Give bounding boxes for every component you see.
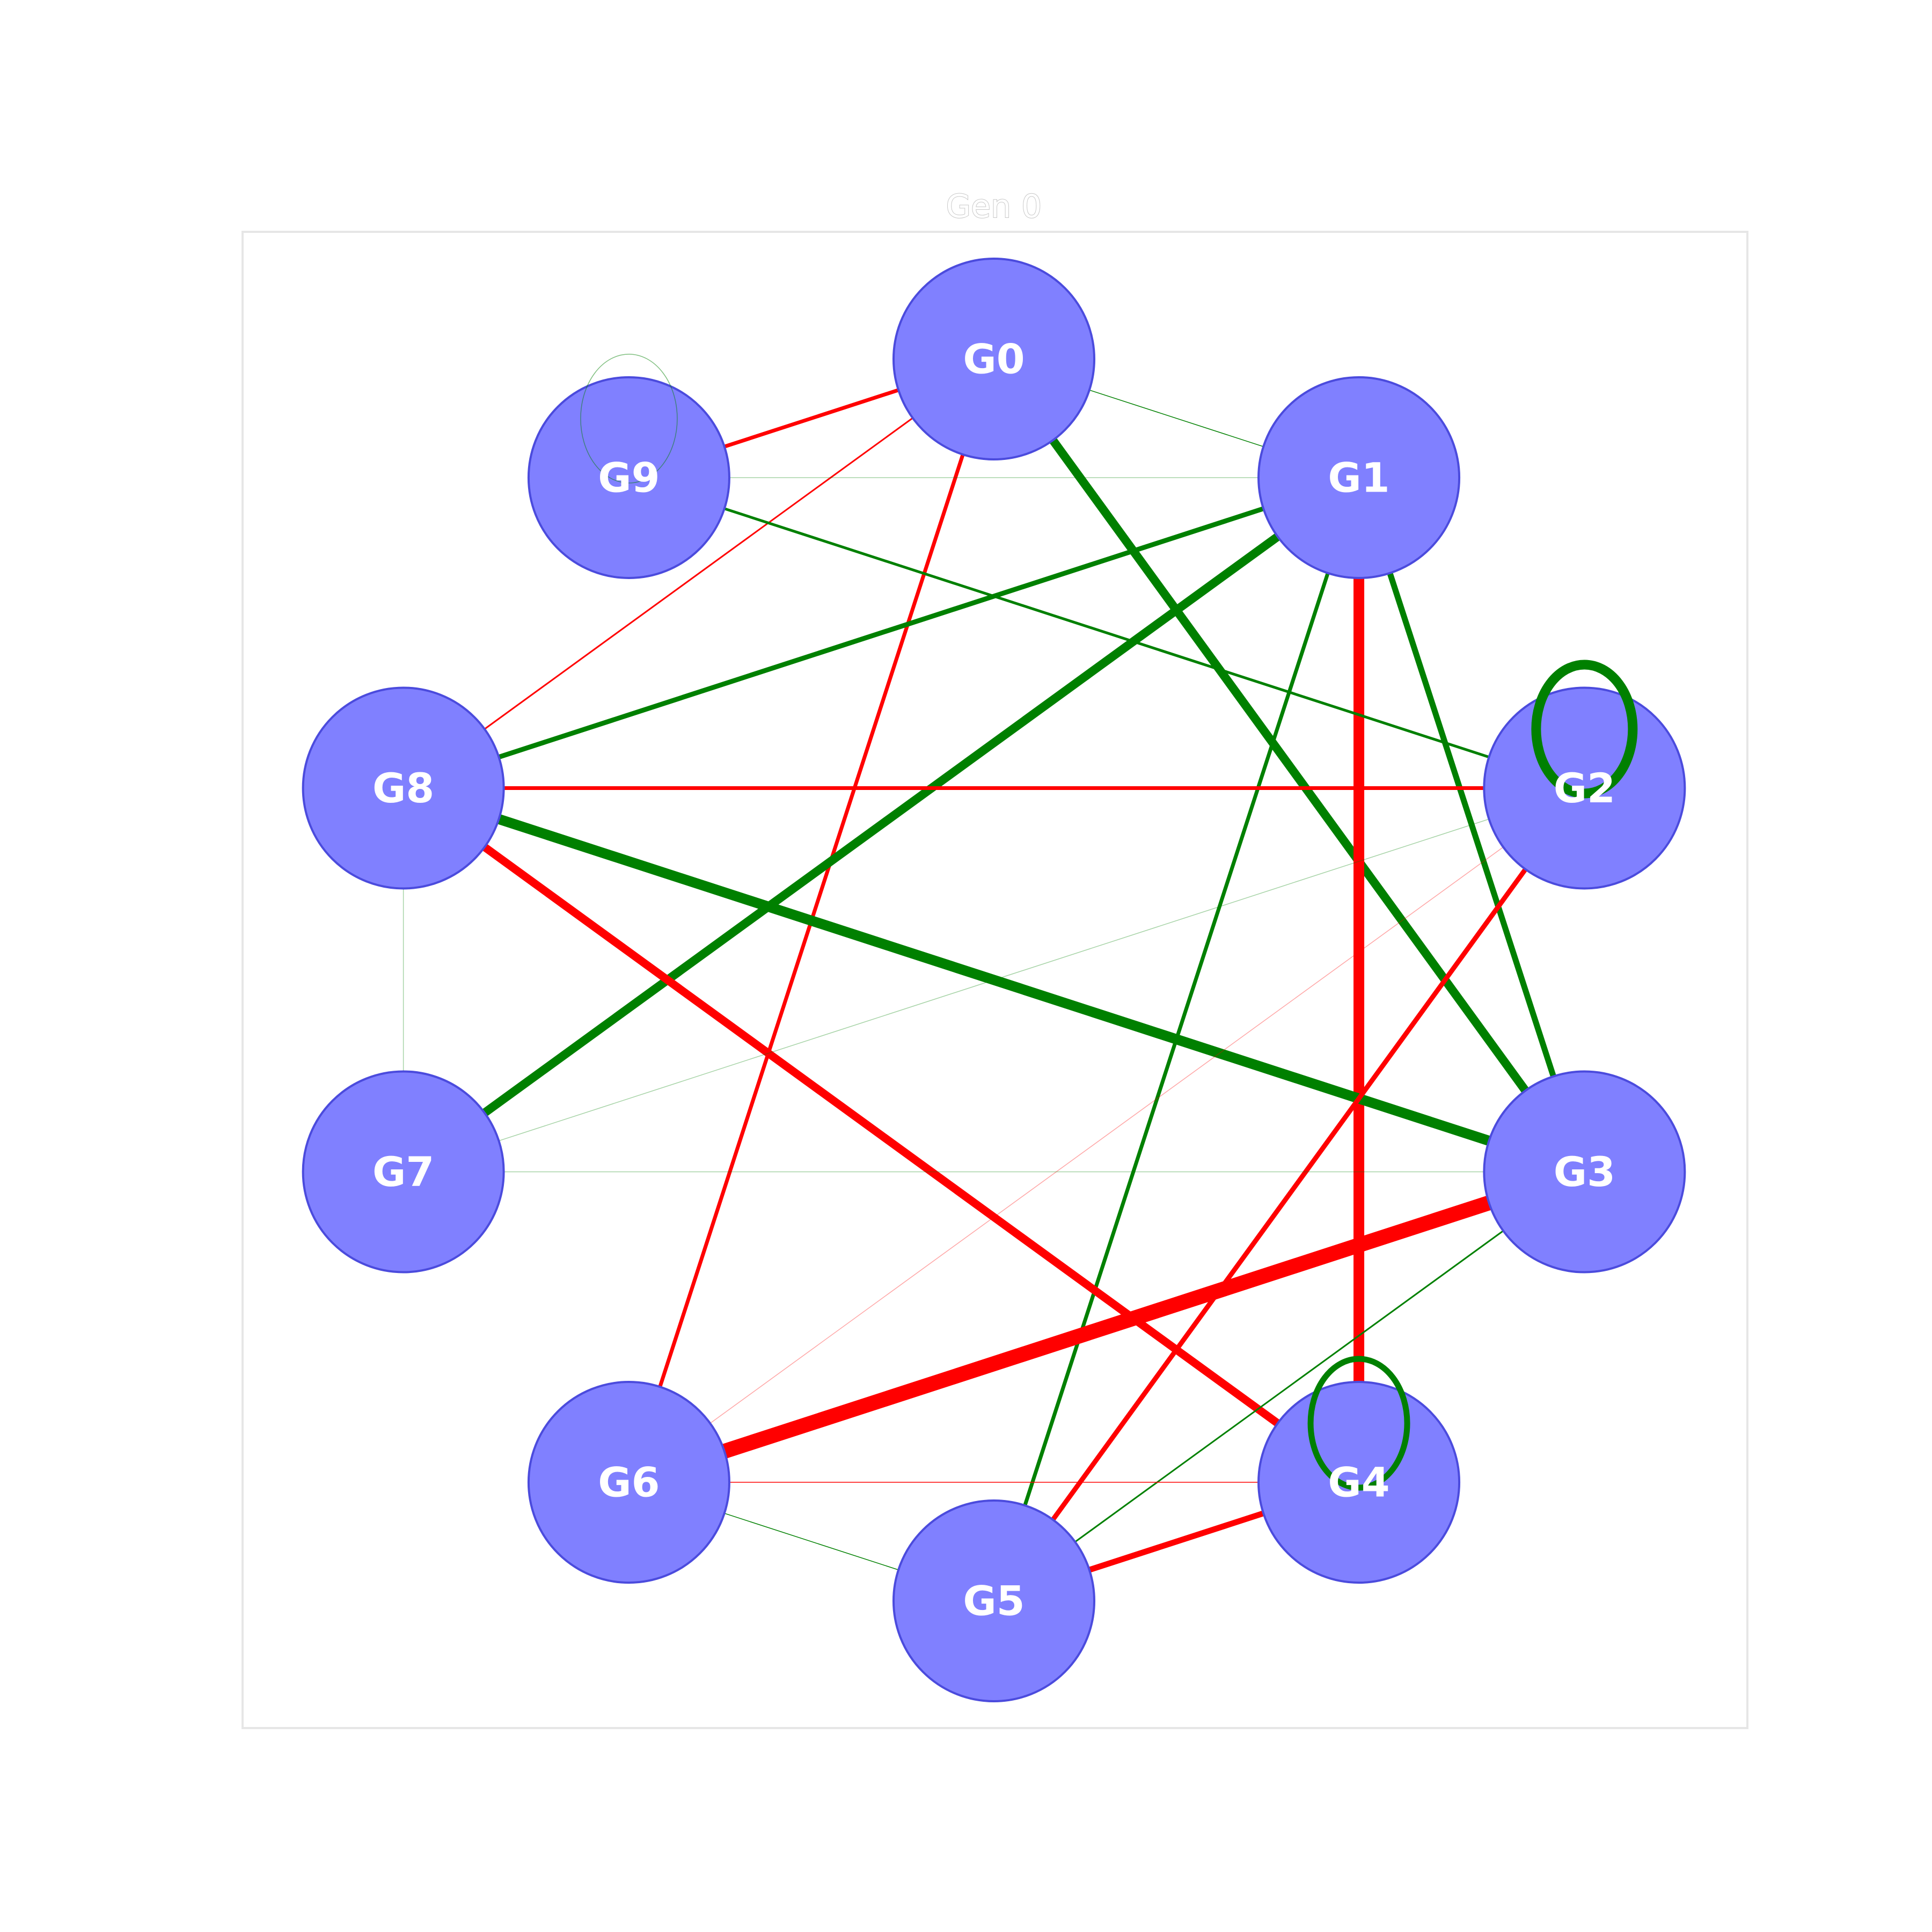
edge-G2-G6 — [628, 787, 1585, 1483]
node-G6[interactable] — [527, 1381, 730, 1584]
node-label-G6: G6 — [598, 1459, 660, 1506]
edge-G9-G2 — [628, 476, 1585, 789]
edge-G8-G3 — [401, 783, 1586, 1177]
node-label-G4: G4 — [1328, 1459, 1389, 1506]
node-G7[interactable] — [302, 1070, 505, 1274]
self-loop-G9 — [580, 354, 678, 484]
self-loop-G4 — [1307, 1356, 1410, 1491]
edge-G2-G5 — [992, 786, 1587, 1602]
node-G0[interactable] — [892, 258, 1095, 460]
edge-G1-G8 — [402, 475, 1360, 791]
edge-G3-G5 — [993, 1171, 1585, 1602]
edge-G1-G3 — [1356, 477, 1587, 1173]
node-label-G3: G3 — [1554, 1148, 1615, 1196]
node-G1[interactable] — [1257, 376, 1461, 579]
plot-frame — [241, 231, 1748, 1729]
edge-G2-G7 — [403, 787, 1585, 1173]
node-G3[interactable] — [1483, 1070, 1686, 1274]
node-G5[interactable] — [892, 1499, 1095, 1702]
node-label-G2: G2 — [1554, 764, 1615, 812]
edge-G3-G6 — [626, 1165, 1587, 1490]
edge-G1-G7 — [400, 474, 1362, 1176]
labels-layer: G0 G1 G2 G3 G4 G5 G6 G7 G8 G9 — [372, 335, 1615, 1625]
diagram-title: Gen 0 — [946, 188, 1042, 225]
node-label-G9: G9 — [598, 453, 660, 501]
node-label-G8: G8 — [372, 764, 434, 812]
node-label-G1: G1 — [1328, 453, 1389, 501]
node-label-G7: G7 — [372, 1148, 434, 1196]
edge-G0-G3 — [990, 356, 1588, 1175]
node-G8[interactable] — [302, 686, 505, 890]
edge-G0-G8 — [402, 358, 994, 789]
edges-layer — [400, 356, 1588, 1604]
node-G9[interactable] — [527, 376, 730, 579]
edge-G8-G4 — [401, 785, 1362, 1486]
node-label-G5: G5 — [963, 1577, 1024, 1625]
loops-layer — [580, 354, 1638, 1491]
node-label-G0: G0 — [963, 335, 1024, 383]
self-loop-G2 — [1531, 660, 1638, 799]
